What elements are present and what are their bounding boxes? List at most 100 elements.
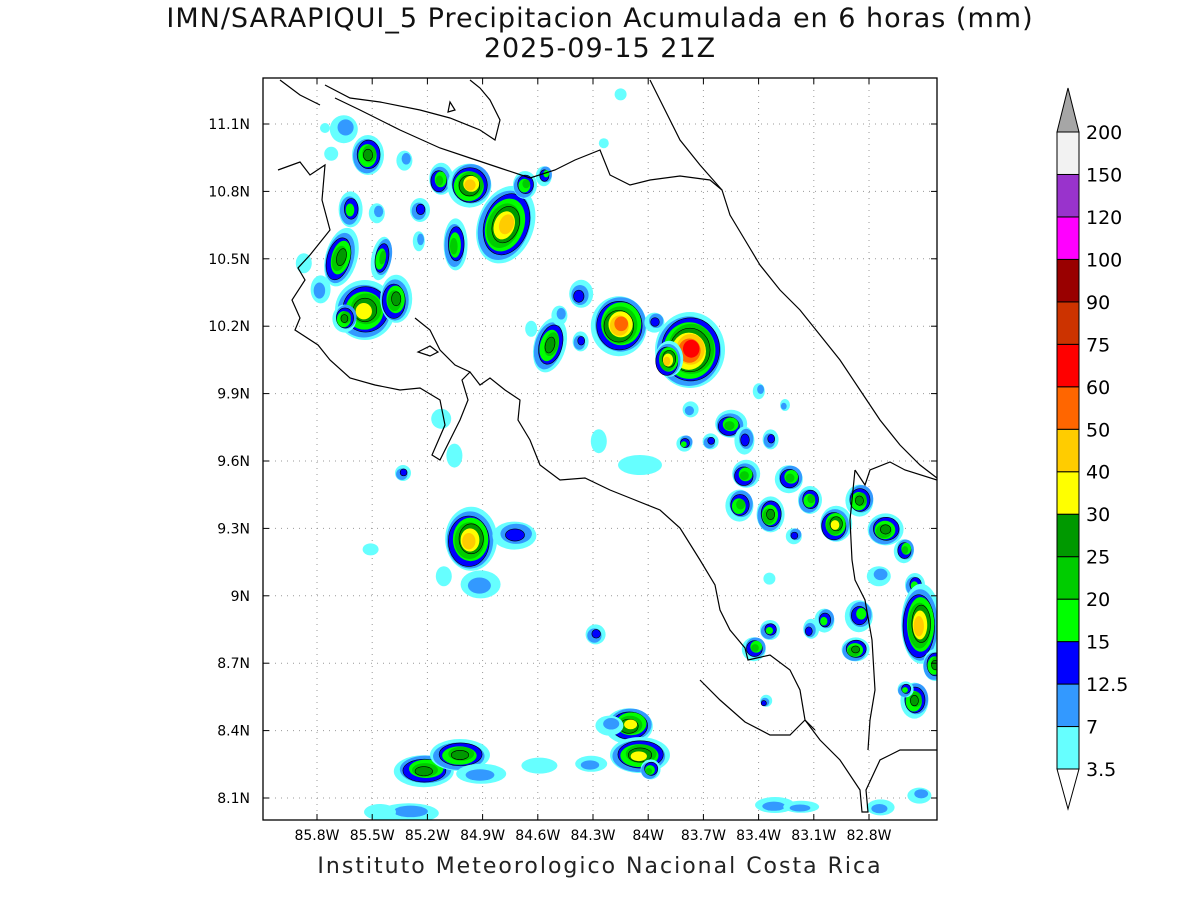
precip-cell: [893, 539, 914, 564]
precip-cell: [585, 624, 606, 645]
colorbar: 3.5 7 12.5 15 20 25 30 40 50 60 75 90 100 120 150 200: [1056, 87, 1128, 811]
precip-contour-line: [374, 243, 390, 273]
x-tick-label: 83.4W: [736, 828, 781, 844]
precip-contour-line: [448, 515, 490, 567]
precip-cell: [760, 620, 780, 640]
precip-contour-line: [391, 291, 402, 307]
precip-cell: [395, 465, 411, 481]
panama-border: [854, 461, 937, 487]
precip-contour: [650, 317, 660, 327]
precip-cell: [841, 637, 870, 662]
precip-contour-line: [855, 495, 864, 506]
precip-cell: [380, 274, 413, 323]
precip-contour-line: [644, 761, 659, 776]
y-tick-label: 8.4N: [217, 724, 250, 740]
precip-contour: [590, 429, 607, 454]
precip-contour-line: [505, 528, 525, 542]
precip-cell: [338, 191, 363, 228]
precip-contour: [789, 804, 811, 812]
precip-contour-line: [767, 434, 775, 444]
precip-contour: [645, 768, 652, 775]
x-tick-label: 85.5W: [350, 828, 395, 844]
precip-contour: [856, 608, 867, 620]
precip-contour: [684, 406, 695, 416]
colorbar-swatch: [1056, 216, 1080, 260]
golfo-dulce: [804, 719, 937, 813]
precip-contour: [614, 88, 627, 101]
colorbar-swatch: [1056, 258, 1080, 303]
precip-contour: [313, 282, 326, 299]
precip-contour-line: [650, 317, 660, 327]
precip-contour-line: [458, 523, 484, 555]
precip-contour: [363, 149, 373, 161]
precip-cell: [430, 739, 490, 771]
precip-contour: [630, 751, 647, 762]
precip-contour-line: [617, 740, 664, 769]
precip-contour-line: [821, 512, 847, 541]
precip-cell: [907, 787, 932, 804]
precip-contour: [830, 520, 840, 530]
precip-contour: [340, 314, 348, 323]
precip-contour-line: [544, 336, 556, 354]
precip-contour-line: [707, 437, 715, 445]
colorbar-label: 30: [1086, 504, 1110, 526]
precip-cell: [760, 694, 773, 707]
colorbar-label: 20: [1086, 589, 1110, 611]
precip-cell: [370, 236, 393, 281]
precip-cell: [866, 799, 895, 816]
x-tick-label: 83.1W: [791, 828, 836, 844]
precip-cell: [814, 608, 835, 633]
precip-contour-line: [680, 438, 690, 448]
precip-contour-line: [363, 148, 373, 162]
precip-contour: [740, 433, 750, 447]
precip-contour: [614, 316, 629, 332]
precip-cell: [655, 340, 684, 377]
precip-contour: [435, 566, 452, 587]
precip-cell: [785, 528, 802, 545]
precip-contour-line: [760, 500, 782, 527]
precip-cell: [443, 218, 468, 271]
precip-contour-line: [336, 307, 354, 329]
x-tick-label: 85.2W: [405, 828, 450, 844]
lake-nicaragua: [324, 79, 501, 141]
precip-cell: [598, 138, 609, 149]
precip-contour-line: [414, 766, 433, 777]
precip-cell: [551, 305, 568, 326]
precip-contour-line: [430, 170, 448, 193]
precip-contour: [880, 524, 891, 535]
colorbar-label: 3.5: [1086, 759, 1116, 781]
precip-cell: [447, 163, 492, 208]
precip-contour: [417, 233, 425, 246]
precip-contour-line: [849, 488, 871, 512]
precip-contour-line: [596, 300, 643, 351]
caribbean-coast: [649, 79, 937, 479]
precip-contour: [355, 303, 372, 320]
precip-contour-line: [764, 623, 777, 636]
y-tick-label: 10.5N: [208, 252, 250, 268]
precip-contour: [855, 495, 864, 506]
precip-cell: [725, 489, 754, 522]
pacific-coast-north: [277, 161, 816, 731]
precip-contour: [435, 175, 444, 186]
precip-contour: [591, 629, 601, 639]
precip-contour-line: [717, 416, 740, 436]
precip-contour-line: [897, 542, 912, 559]
precip-contour-line: [402, 758, 447, 783]
precip-contour: [910, 695, 919, 706]
y-tick-label: 9.3N: [217, 521, 250, 537]
colorbar-swatch: [1056, 471, 1080, 515]
precip-contour: [790, 532, 798, 540]
precip-cell: [412, 231, 425, 252]
precip-contour: [401, 153, 411, 165]
colorbar-label: 120: [1086, 207, 1122, 229]
precip-cell: [431, 408, 452, 429]
precip-contour: [320, 123, 330, 133]
precip-contour-line: [901, 683, 912, 694]
y-tick-label: 10.8N: [208, 184, 250, 200]
precip-contour-line: [802, 489, 819, 509]
precip-contour: [751, 644, 759, 652]
precip-contour: [521, 757, 558, 774]
precip-contour: [364, 804, 396, 820]
colorbar-swatch: [1056, 513, 1080, 558]
precip-contour-line: [872, 517, 900, 541]
